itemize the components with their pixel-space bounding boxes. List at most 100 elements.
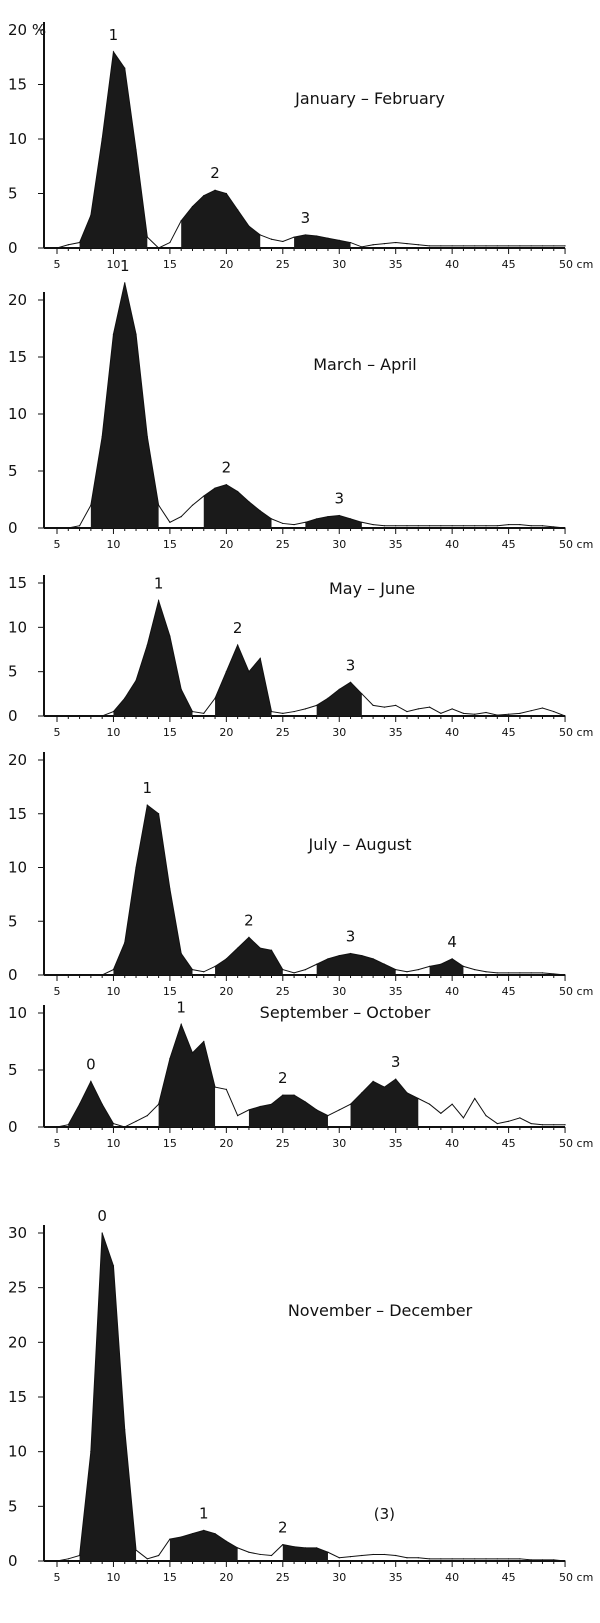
data-point — [67, 244, 69, 246]
x-tick-label: 15 — [163, 1137, 177, 1150]
data-point — [383, 706, 386, 708]
data-point — [508, 972, 510, 974]
data-point — [451, 958, 453, 960]
x-tick-label: 50 cm — [559, 726, 593, 739]
data-point — [530, 1122, 532, 1125]
data-point — [406, 710, 408, 713]
data-point — [304, 234, 306, 236]
data-point — [349, 1103, 352, 1105]
x-tick-label: 30 — [332, 726, 346, 739]
cohort-label: 3 — [346, 656, 356, 674]
x-tick-label: 30 — [332, 1137, 346, 1150]
x-tick-label: 5 — [54, 258, 61, 271]
data-point — [214, 1533, 216, 1535]
y-tick-label: 10 — [8, 1004, 27, 1022]
data-point — [191, 1052, 194, 1054]
x-tick-label: 45 — [502, 985, 516, 998]
y-tick-label: 10 — [8, 1443, 27, 1461]
data-point — [293, 710, 295, 713]
data-point — [417, 244, 419, 246]
x-tick-label: 5 — [54, 1137, 61, 1150]
data-point — [508, 245, 510, 247]
cohort-area-2 — [215, 937, 283, 975]
data-point — [304, 1101, 306, 1103]
data-point — [553, 245, 555, 247]
data-point — [462, 245, 465, 247]
data-point — [282, 712, 284, 714]
data-point — [293, 236, 295, 238]
data-point — [158, 813, 160, 815]
data-point — [553, 1124, 555, 1126]
data-point — [316, 1547, 318, 1549]
panel-6: 5 10 15 20 25 30 35 40 45 50 cm 0 5 10 15 20 25 30 0 1 2 (3)… — [8, 1207, 593, 1584]
data-point — [124, 67, 126, 69]
data-point — [361, 246, 363, 248]
data-point — [56, 247, 58, 249]
y-tick-label: 0 — [8, 1118, 18, 1136]
cohort-area-0 — [68, 1081, 114, 1127]
cohort-label: 2 — [210, 164, 220, 182]
data-point — [564, 1124, 566, 1126]
data-point — [248, 1109, 250, 1111]
data-point — [146, 436, 148, 438]
x-tick-label: 10 — [106, 1571, 120, 1584]
data-point — [440, 963, 442, 965]
x-tick-label: 25 — [276, 258, 290, 271]
data-point — [361, 955, 363, 957]
y-tick-label: 5 — [8, 663, 18, 681]
panel-5: 5 10 15 20 25 30 35 40 45 50 cm 0 5 10 0 1 2 3 September … — [8, 998, 593, 1150]
x-tick-label: 15 — [163, 538, 177, 551]
data-point — [327, 516, 329, 518]
x-tick-label: 50 cm — [559, 1137, 593, 1150]
data-point — [496, 714, 498, 716]
data-point — [180, 220, 182, 222]
cohort-area-0 — [79, 1233, 137, 1561]
data-point — [101, 436, 103, 438]
data-point — [451, 708, 453, 710]
cohort-area-1 — [79, 51, 148, 248]
data-point — [158, 247, 160, 249]
data-point — [78, 525, 81, 527]
data-point — [440, 712, 442, 714]
x-tick-label: 50 cm — [559, 538, 593, 551]
y-tick-label: 0 — [8, 519, 18, 537]
y-tick-label: 5 — [8, 185, 18, 203]
data-point — [372, 958, 374, 960]
data-point — [361, 1554, 363, 1557]
data-point — [349, 518, 352, 520]
data-point — [90, 1451, 92, 1453]
data-point — [270, 1103, 273, 1105]
data-point — [485, 1558, 487, 1560]
data-point — [485, 245, 487, 247]
data-point — [237, 490, 239, 493]
data-point — [406, 243, 408, 245]
cohort-label: 2 — [278, 1069, 288, 1087]
data-point — [158, 600, 160, 602]
data-point — [462, 965, 465, 968]
data-point — [56, 527, 58, 529]
data-point — [191, 710, 194, 713]
data-point — [101, 138, 103, 140]
data-point — [395, 1078, 397, 1080]
x-tick-label: 10 — [106, 726, 120, 739]
data-point — [338, 239, 340, 241]
x-tick-label: 20 — [219, 726, 233, 739]
data-point — [135, 149, 137, 151]
data-point — [349, 241, 352, 244]
data-point — [440, 1558, 442, 1560]
data-point — [248, 1551, 250, 1553]
data-point — [496, 245, 498, 247]
data-point — [395, 525, 397, 527]
data-point — [417, 525, 419, 527]
data-point — [440, 245, 442, 247]
data-point — [101, 715, 103, 717]
cohort-area-2 — [248, 1095, 328, 1127]
frequency-line — [56, 1232, 566, 1562]
y-tick-label: 20 — [8, 1333, 27, 1351]
cohort-label: 1 — [154, 575, 164, 593]
data-point — [270, 238, 273, 240]
data-point — [270, 949, 273, 951]
data-point — [180, 688, 182, 691]
frequency-line — [56, 50, 566, 249]
data-point — [406, 1557, 408, 1559]
